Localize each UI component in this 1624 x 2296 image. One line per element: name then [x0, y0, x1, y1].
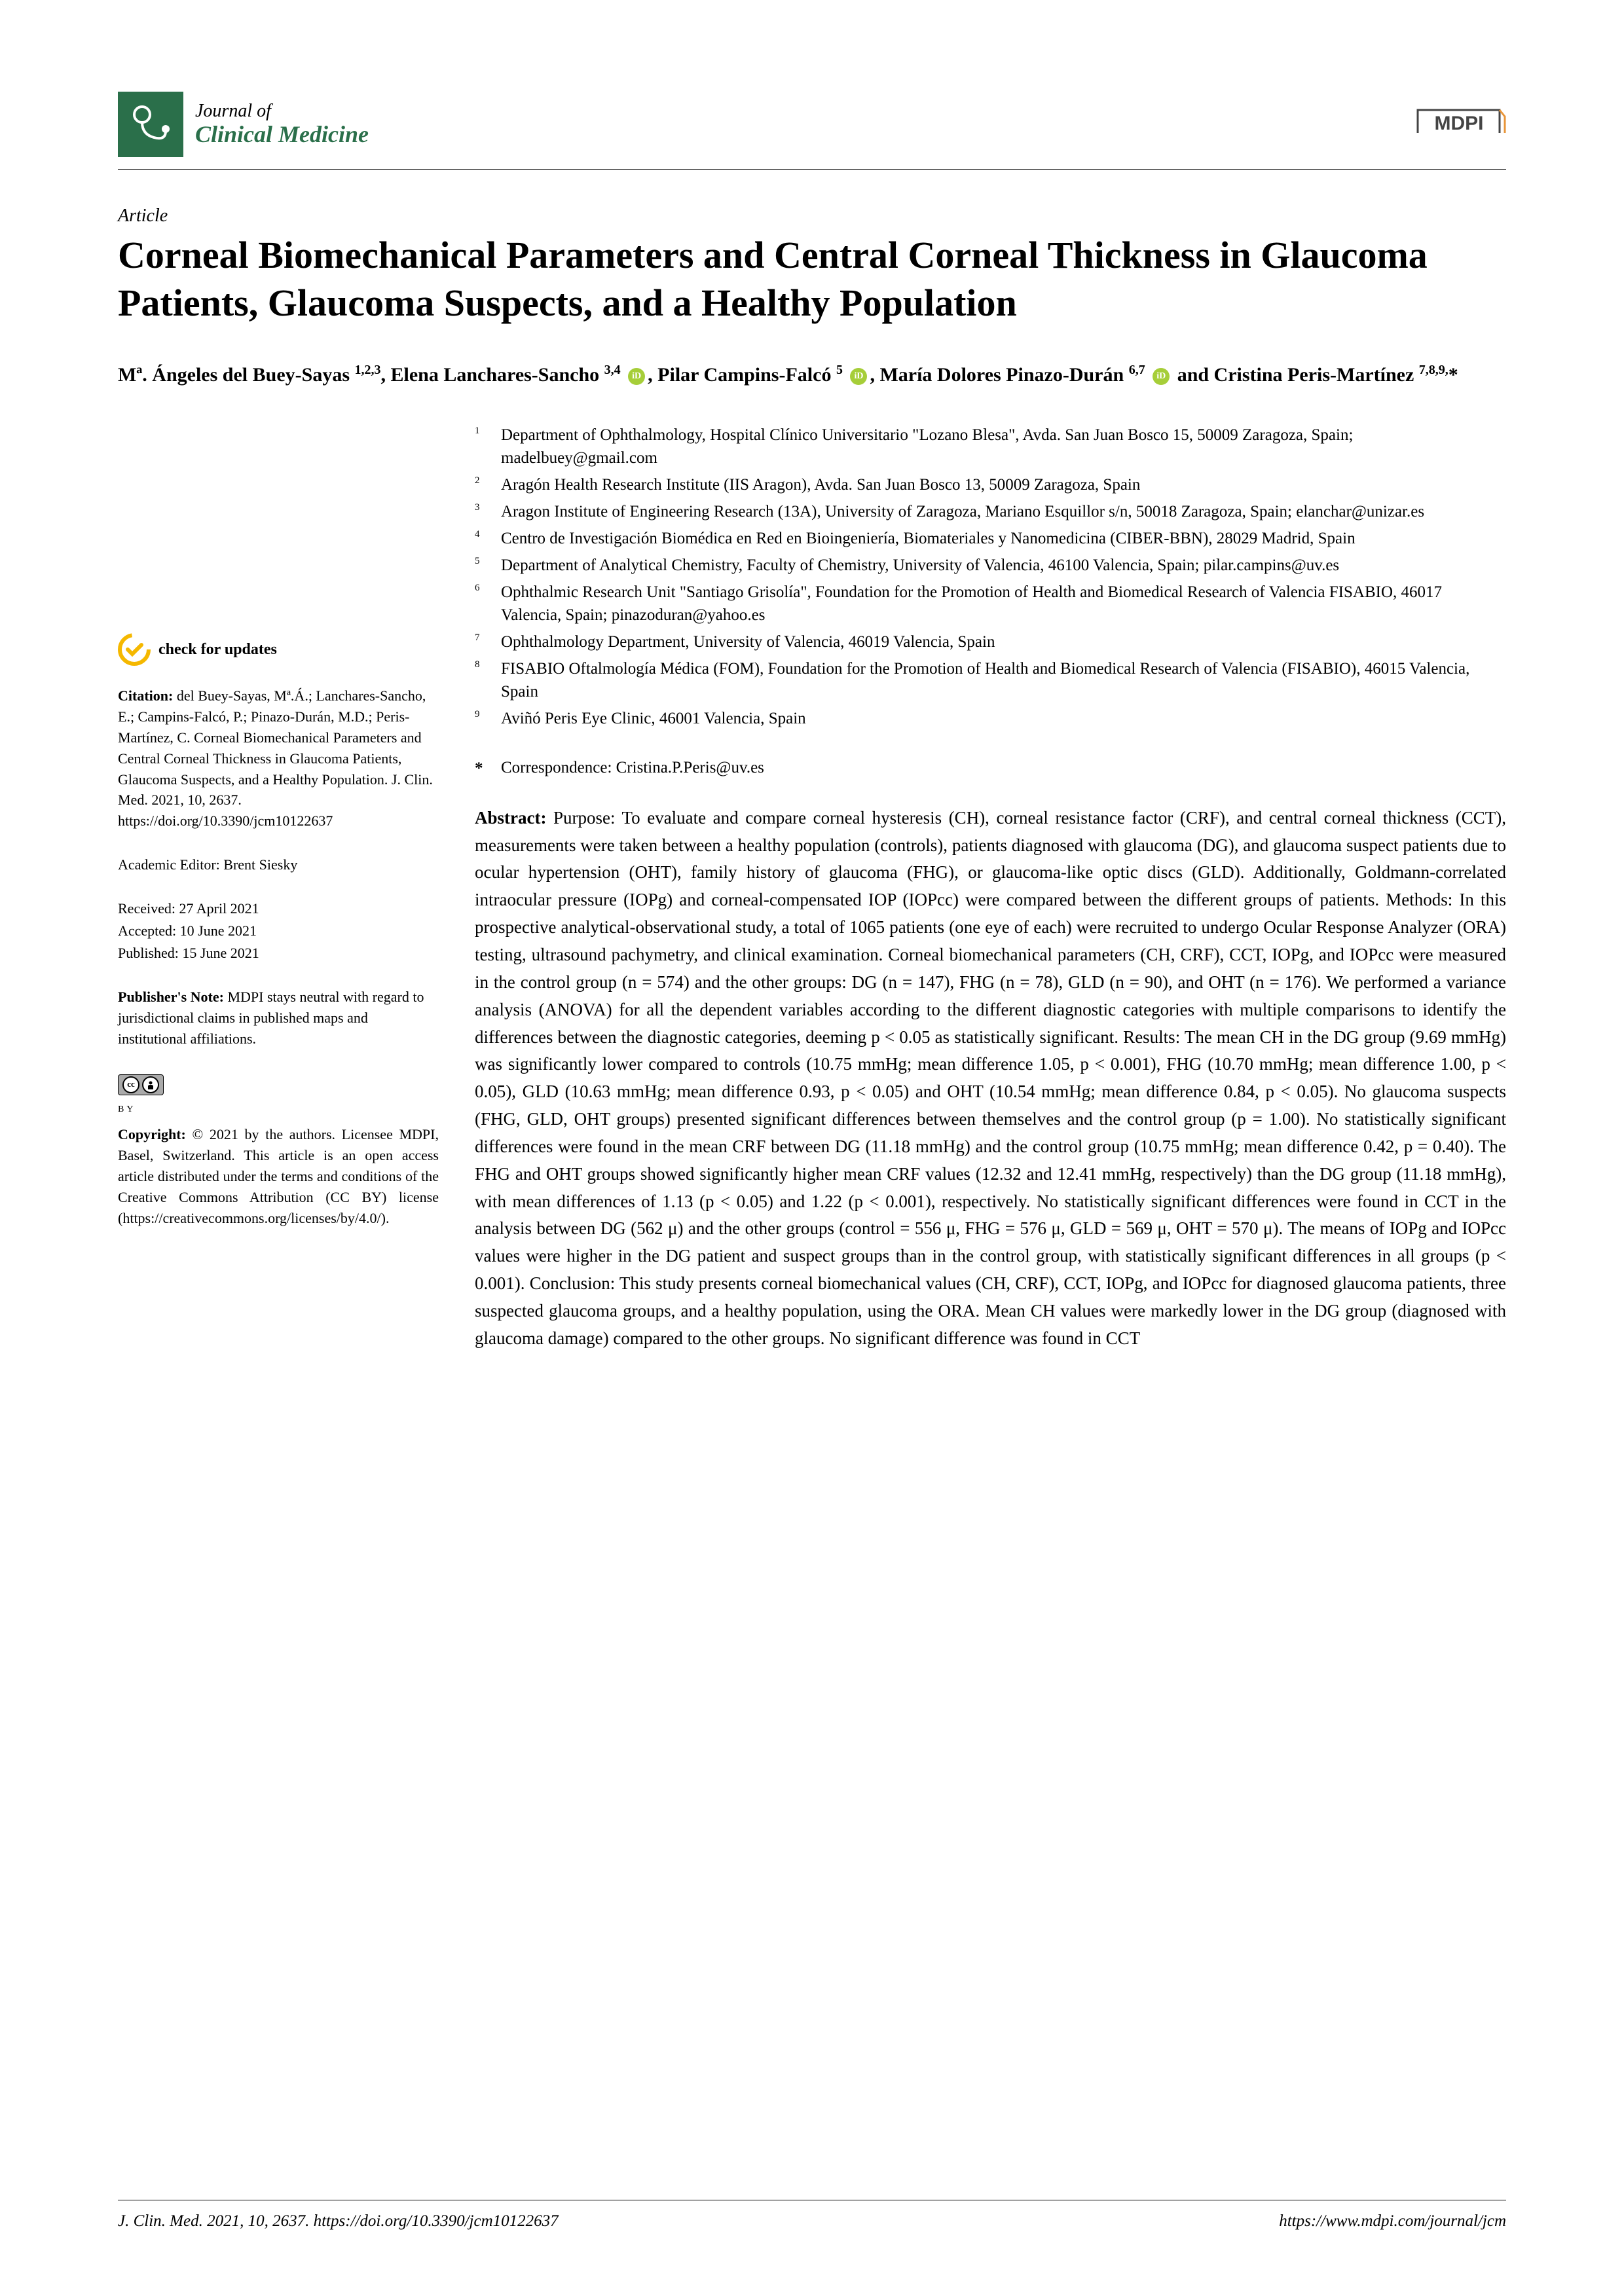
date-received: Received: 27 April 2021 [118, 898, 439, 919]
affiliation-number: 9 [475, 707, 490, 730]
cc-icon: cc [122, 1076, 139, 1093]
svg-text:MDPI: MDPI [1435, 113, 1484, 134]
affiliation-number: 1 [475, 424, 490, 469]
affiliation-item: 5 Department of Analytical Chemistry, Fac… [475, 554, 1506, 577]
affiliation-text: Centro de Investigación Biomédica en Red… [501, 527, 1506, 550]
affiliation-text: Department of Ophthalmology, Hospital Cl… [501, 424, 1506, 469]
academic-editor: Academic Editor: Brent Siesky [118, 854, 439, 875]
authors-line: Mª. Ángeles del Buey-Sayas 1,2,3, Elena … [118, 359, 1506, 391]
affiliation-item: 2 Aragón Health Research Institute (IIS A… [475, 473, 1506, 496]
affiliation-number: 8 [475, 657, 490, 703]
correspondence-star: * [475, 756, 490, 782]
citation-label: Citation: [118, 687, 173, 704]
sidebar-column: check for updates Citation: del Buey-Say… [118, 424, 439, 1353]
affiliation-text: Aviñó Peris Eye Clinic, 46001 Valencia, … [501, 707, 1506, 730]
date-published: Published: 15 June 2021 [118, 943, 439, 964]
copyright-label: Copyright: [118, 1126, 186, 1142]
pubnote-label: Publisher's Note: [118, 989, 224, 1005]
citation-text: del Buey-Sayas, Mª.Á.; Lanchares-Sancho,… [118, 687, 433, 829]
date-accepted: Accepted: 10 June 2021 [118, 920, 439, 941]
main-column: 1Department of Ophthalmology, Hospital C… [475, 424, 1506, 1353]
abstract-text: Purpose: To evaluate and compare corneal… [475, 808, 1506, 1348]
journal-name: Journal of Clinical Medicine [195, 101, 369, 147]
affiliation-text: Aragón Health Research Institute (IIS Ar… [501, 473, 1506, 496]
cc-license-badge: cc BY [118, 1072, 439, 1116]
journal-line1: Journal of [195, 101, 369, 122]
affiliation-text: FISABIO Oftalmología Médica (FOM), Found… [501, 657, 1506, 703]
footer-left: J. Clin. Med. 2021, 10, 2637. https://do… [118, 2212, 559, 2231]
affiliation-item: 3 Aragon Institute of Engineering Researc… [475, 500, 1506, 523]
affiliation-number: 6 [475, 581, 490, 627]
journal-icon [118, 92, 183, 157]
article-title: Corneal Biomechanical Parameters and Cen… [118, 232, 1506, 327]
citation-block: Citation: del Buey-Sayas, Mª.Á.; Lanchar… [118, 685, 439, 831]
footer-right: https://www.mdpi.com/journal/jcm [1279, 2212, 1506, 2231]
journal-logo-block: Journal of Clinical Medicine [118, 92, 369, 157]
page-footer: J. Clin. Med. 2021, 10, 2637. https://do… [118, 2200, 1506, 2231]
check-updates-icon [118, 633, 151, 666]
affiliation-item: 6Ophthalmic Research Unit "Santiago Gris… [475, 581, 1506, 627]
correspondence-line: * Correspondence: Cristina.P.Peris@uv.es [475, 756, 1506, 782]
main-two-column: check for updates Citation: del Buey-Say… [118, 424, 1506, 1353]
affiliation-item: 7 Ophthalmology Department, University of… [475, 630, 1506, 653]
affiliation-text: Aragon Institute of Engineering Research… [501, 500, 1506, 523]
correspondence-text: Correspondence: Cristina.P.Peris@uv.es [501, 756, 1506, 782]
affiliation-item: 9 Aviñó Peris Eye Clinic, 46001 Valencia,… [475, 707, 1506, 730]
mdpi-logo: MDPI [1414, 100, 1506, 149]
affiliation-item: 4 Centro de Investigación Biomédica en Re… [475, 527, 1506, 550]
affiliation-number: 2 [475, 473, 490, 496]
affiliation-item: 8FISABIO Oftalmología Médica (FOM), Foun… [475, 657, 1506, 703]
affiliation-text: Ophthalmic Research Unit "Santiago Griso… [501, 581, 1506, 627]
by-icon [142, 1076, 159, 1093]
affiliation-item: 1Department of Ophthalmology, Hospital C… [475, 424, 1506, 469]
check-updates-label: check for updates [158, 641, 277, 658]
publishers-note: Publisher's Note: MDPI stays neutral wit… [118, 987, 439, 1049]
abstract-label: Abstract: [475, 808, 546, 828]
affiliation-number: 5 [475, 554, 490, 577]
affiliation-number: 3 [475, 500, 490, 523]
journal-line2: Clinical Medicine [195, 122, 369, 148]
check-for-updates[interactable]: check for updates [118, 633, 439, 666]
copyright-block: Copyright: © 2021 by the authors. Licens… [118, 1124, 439, 1228]
affiliation-number: 7 [475, 630, 490, 653]
dates-block: Received: 27 April 2021 Accepted: 10 Jun… [118, 898, 439, 964]
article-type: Article [118, 206, 1506, 227]
affiliation-number: 4 [475, 527, 490, 550]
affiliation-text: Ophthalmology Department, University of … [501, 630, 1506, 653]
abstract-block: Abstract: Purpose: To evaluate and compa… [475, 805, 1506, 1353]
affiliation-text: Department of Analytical Chemistry, Facu… [501, 554, 1506, 577]
affiliations-list: 1Department of Ophthalmology, Hospital C… [475, 424, 1506, 730]
page-header: Journal of Clinical Medicine MDPI [118, 92, 1506, 170]
